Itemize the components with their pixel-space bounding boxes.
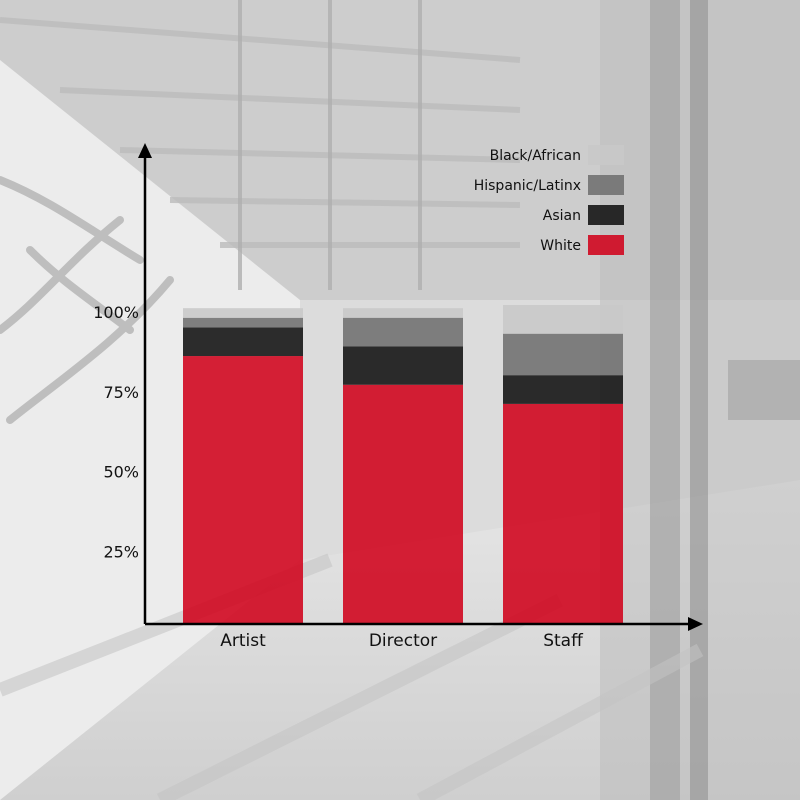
y-tick-label-75: 75% bbox=[103, 383, 139, 402]
bar-staff-white bbox=[503, 403, 623, 624]
bar-artist-white bbox=[183, 356, 303, 624]
legend-swatch-white bbox=[588, 235, 624, 255]
bar-staff-hispanic-latinx bbox=[503, 333, 623, 376]
bar-staff-black-african bbox=[503, 305, 623, 334]
y-tick-label-50: 50% bbox=[103, 463, 139, 482]
bar-artist-black-african bbox=[183, 308, 303, 318]
legend-label-asian: Asian bbox=[543, 208, 581, 224]
legend: Black/African Hispanic/Latinx Asian White bbox=[474, 145, 624, 255]
bar-staff-asian bbox=[503, 375, 623, 404]
bar-artist-asian bbox=[183, 327, 303, 357]
legend-swatch-asian bbox=[588, 205, 624, 225]
y-tick-labels: 25% 50% 75% 100% bbox=[93, 303, 139, 561]
x-category-labels: Artist Director Staff bbox=[220, 631, 584, 651]
bars-group bbox=[183, 305, 623, 624]
legend-label-white: White bbox=[540, 238, 581, 254]
x-category-label-director: Director bbox=[369, 631, 437, 651]
legend-label-black-african: Black/African bbox=[490, 148, 581, 164]
bar-director-black-african bbox=[343, 308, 463, 318]
x-axis-arrowhead bbox=[688, 617, 703, 631]
x-category-label-staff: Staff bbox=[543, 631, 584, 651]
legend-swatch-black-african bbox=[588, 145, 624, 165]
bar-director-white bbox=[343, 384, 463, 624]
x-category-label-artist: Artist bbox=[220, 631, 266, 651]
legend-label-hispanic-latinx: Hispanic/Latinx bbox=[474, 178, 581, 194]
y-tick-label-100: 100% bbox=[93, 303, 139, 322]
bar-artist-hispanic-latinx bbox=[183, 317, 303, 328]
bar-director-asian bbox=[343, 346, 463, 385]
bar-director-hispanic-latinx bbox=[343, 317, 463, 347]
legend-swatch-hispanic-latinx bbox=[588, 175, 624, 195]
axes-group bbox=[138, 143, 703, 631]
y-axis-arrowhead bbox=[138, 143, 152, 158]
y-tick-label-25: 25% bbox=[103, 542, 139, 561]
